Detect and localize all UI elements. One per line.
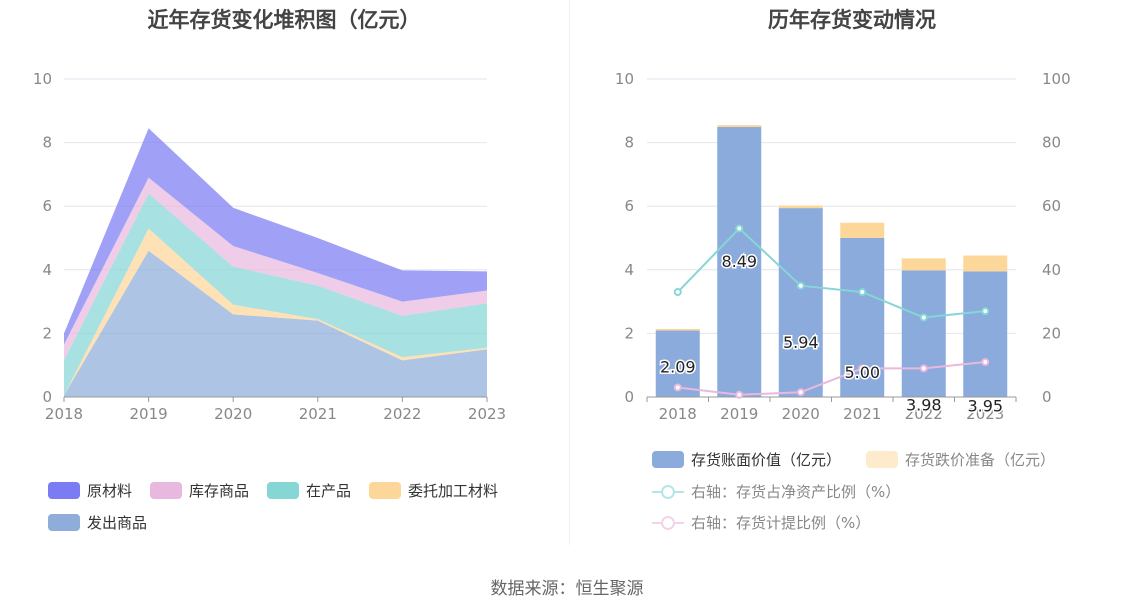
y-tick-label: 6 xyxy=(42,197,52,215)
bar-book-value xyxy=(901,270,946,397)
x-tick-label: 2019 xyxy=(720,405,758,423)
right-y-tick-label: 100 xyxy=(1042,70,1071,88)
bar-book-value xyxy=(778,208,823,397)
y-tick-label: 4 xyxy=(42,261,52,279)
legend-label: 在产品 xyxy=(306,482,352,500)
bar-provision xyxy=(840,222,885,238)
bar-book-value xyxy=(717,127,762,397)
line-point xyxy=(735,224,744,233)
bar-provision xyxy=(901,258,946,271)
line-point xyxy=(919,313,928,322)
legend-swatch xyxy=(866,451,898,468)
left-chart-title: 近年存货变化堆积图（亿元） xyxy=(147,8,421,32)
legend-item-line_ratio[interactable]: 右轴：存货占净资产比例（%） xyxy=(652,481,900,502)
stacked-area-chart: 0 2 4 6 8 10 2018 2019 2020 2021 2022 2023 xyxy=(33,70,506,423)
left-y-tick-label: 10 xyxy=(615,70,634,88)
bar-provision xyxy=(963,255,1008,272)
left-y-tick-label: 4 xyxy=(624,261,634,279)
area-shipped xyxy=(64,250,487,397)
right-y-tick-label: 20 xyxy=(1042,324,1061,342)
legend-swatch xyxy=(48,482,80,499)
x-tick-label: 2020 xyxy=(214,405,252,423)
legend-swatch xyxy=(48,514,80,531)
legend-item-shipped[interactable]: 发出商品 xyxy=(48,512,147,533)
y-tick-label: 8 xyxy=(42,134,52,152)
area-raw xyxy=(64,128,487,345)
left-y-tick-label: 8 xyxy=(624,134,634,152)
x-tick-label: 2021 xyxy=(299,405,337,423)
line-point xyxy=(673,288,682,297)
legend-item-bar_provision[interactable]: 存货跌价准备（亿元） xyxy=(866,449,1055,470)
x-tick-label: 2021 xyxy=(843,405,881,423)
bar-data-label: 3.95 xyxy=(967,396,1003,415)
x-tick-label: 2022 xyxy=(905,405,943,423)
y-tick-label: 2 xyxy=(42,324,52,342)
line-point xyxy=(673,383,682,392)
legend-swatch xyxy=(652,451,684,468)
line-point xyxy=(919,364,928,373)
legend-item-wip[interactable]: 在产品 xyxy=(267,480,351,501)
legend-swatch xyxy=(150,482,182,499)
bar-data-label: 2.09 xyxy=(660,358,696,377)
x-tick-label: 2023 xyxy=(468,405,506,423)
right-y-tick-label: 80 xyxy=(1042,134,1061,152)
x-tick-label: 2022 xyxy=(383,405,421,423)
area-wip xyxy=(64,193,487,396)
legend-swatch xyxy=(652,483,684,501)
x-tick-label: 2019 xyxy=(130,405,168,423)
bar-provision xyxy=(655,328,700,331)
legend-item-raw[interactable]: 原材料 xyxy=(48,480,132,501)
bar-data-label: 5.94 xyxy=(783,333,819,352)
line-line_provision xyxy=(677,361,986,396)
line-point xyxy=(981,358,990,367)
left-y-tick-label: 6 xyxy=(624,197,634,215)
line-line_ratio xyxy=(677,227,986,319)
left-y-tick-label: 2 xyxy=(624,324,634,342)
x-tick-label: 2020 xyxy=(782,405,820,423)
bar-book-value xyxy=(963,271,1008,397)
legend-label: 库存商品 xyxy=(189,482,250,500)
x-tick-label: 2018 xyxy=(659,405,697,423)
legend-swatch xyxy=(369,482,401,499)
bar-provision xyxy=(778,205,823,209)
legend-item-line_provision[interactable]: 右轴：存货计提比例（%） xyxy=(652,512,870,533)
legend-swatch xyxy=(267,482,299,499)
line-point xyxy=(735,390,744,399)
left-chart-panel: 近年存货变化堆积图（亿元） 0 2 4 6 8 10 2018 2019 2020 2021 202… xyxy=(0,0,568,560)
bar-data-label: 8.49 xyxy=(721,252,757,271)
legend-label: 存货跌价准备（亿元） xyxy=(905,451,1056,469)
legend-label: 存货账面价值（亿元） xyxy=(691,451,842,469)
legend-swatch xyxy=(652,514,684,532)
right-y-tick-label: 60 xyxy=(1042,197,1061,215)
line-point xyxy=(981,307,990,316)
line-point xyxy=(858,288,867,297)
line-point xyxy=(858,364,867,373)
right-y-tick-label: 0 xyxy=(1042,388,1052,406)
bar-data-label: 5.00 xyxy=(844,363,880,382)
legend-item-bar_book[interactable]: 存货账面价值（亿元） xyxy=(652,449,841,470)
y-tick-label: 0 xyxy=(42,388,52,406)
left-y-tick-label: 0 xyxy=(624,388,634,406)
right-y-tick-label: 40 xyxy=(1042,261,1061,279)
bar-data-label: 3.98 xyxy=(906,395,942,414)
right-chart-title: 历年存货变动情况 xyxy=(768,8,936,32)
y-tick-label: 10 xyxy=(33,70,52,88)
legend-label: 原材料 xyxy=(87,482,133,500)
legend-label: 右轴：存货占净资产比例（%） xyxy=(691,483,901,501)
area-stock xyxy=(64,177,487,361)
legend-item-stock[interactable]: 库存商品 xyxy=(150,480,249,501)
right-chart-panel: 历年存货变动情况 0 2 4 6 8 10 0 20 40 60 80 100 2018 2019 2020… xyxy=(570,0,1134,560)
legend-item-consign[interactable]: 委托加工材料 xyxy=(369,480,498,501)
legend-label: 委托加工材料 xyxy=(408,482,499,500)
legend-label: 发出商品 xyxy=(87,514,148,532)
data-source-note: 数据来源：恒生聚源 xyxy=(490,579,644,599)
line-point xyxy=(796,388,805,397)
x-tick-label: 2023 xyxy=(966,405,1004,423)
legend-label: 右轴：存货计提比例（%） xyxy=(691,514,871,532)
x-tick-label: 2018 xyxy=(45,405,83,423)
panel-divider xyxy=(569,0,570,545)
line-point xyxy=(796,281,805,290)
bar-provision xyxy=(717,125,762,128)
